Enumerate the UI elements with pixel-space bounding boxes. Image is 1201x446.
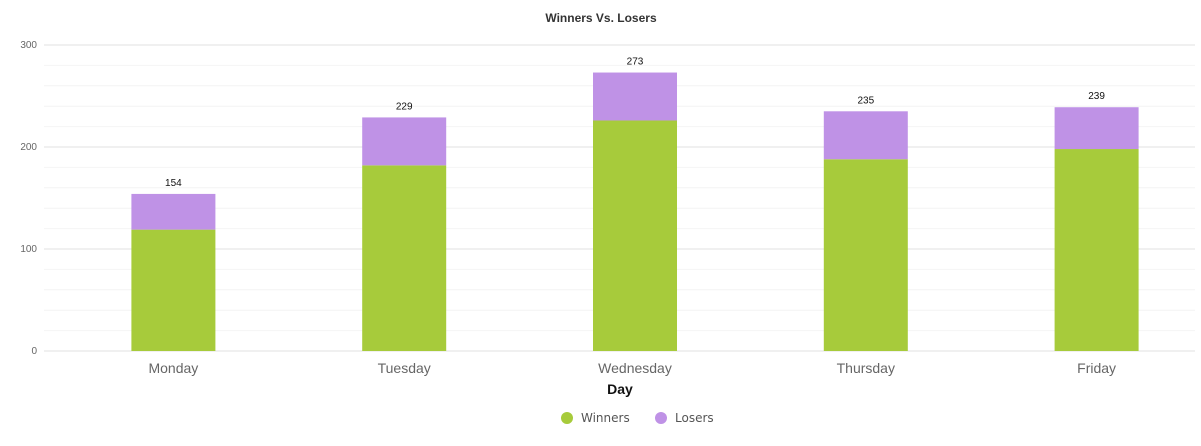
legend: Winners Losers (561, 411, 714, 425)
legend-swatch (655, 412, 667, 424)
data-label: 235 (857, 95, 874, 106)
x-axis: Monday Tuesday Wednesday Thursday Friday (148, 360, 1116, 376)
bar-winners-tuesday (362, 165, 447, 351)
x-tick-label: Friday (1077, 360, 1116, 376)
legend-label: Winners (581, 411, 630, 425)
bar-winners-thursday (823, 159, 908, 351)
legend-item-losers: Losers (655, 411, 714, 425)
x-tick-label: Thursday (837, 360, 895, 376)
bar-winners-monday (131, 229, 216, 351)
y-tick-label: 300 (20, 40, 37, 51)
y-tick-label: 100 (20, 244, 37, 255)
bar-losers-wednesday (593, 72, 677, 121)
legend-label: Losers (675, 411, 714, 425)
y-tick-label: 200 (20, 142, 37, 153)
bar-winners-wednesday (593, 120, 677, 351)
data-label: 273 (627, 57, 644, 68)
x-tick-label: Tuesday (378, 360, 431, 376)
bar-losers-thursday (823, 111, 908, 160)
legend-item-winners: Winners (561, 411, 630, 425)
data-label: 239 (1088, 91, 1105, 102)
x-tick-label: Monday (148, 360, 198, 376)
bar-losers-tuesday (362, 117, 447, 166)
bar-losers-monday (131, 193, 216, 230)
data-label: 154 (165, 178, 182, 189)
bars: 154 229 273 235 239 (131, 57, 1139, 351)
legend-swatch (561, 412, 573, 424)
chart-title: Winners Vs. Losers (545, 11, 657, 25)
data-label: 229 (396, 101, 413, 112)
x-tick-label: Wednesday (598, 360, 672, 376)
y-axis: 0 100 200 300 (20, 40, 37, 357)
x-axis-label: Day (607, 381, 633, 397)
bar-winners-friday (1054, 149, 1139, 351)
bar-losers-friday (1054, 107, 1139, 150)
y-tick-label: 0 (31, 346, 37, 357)
